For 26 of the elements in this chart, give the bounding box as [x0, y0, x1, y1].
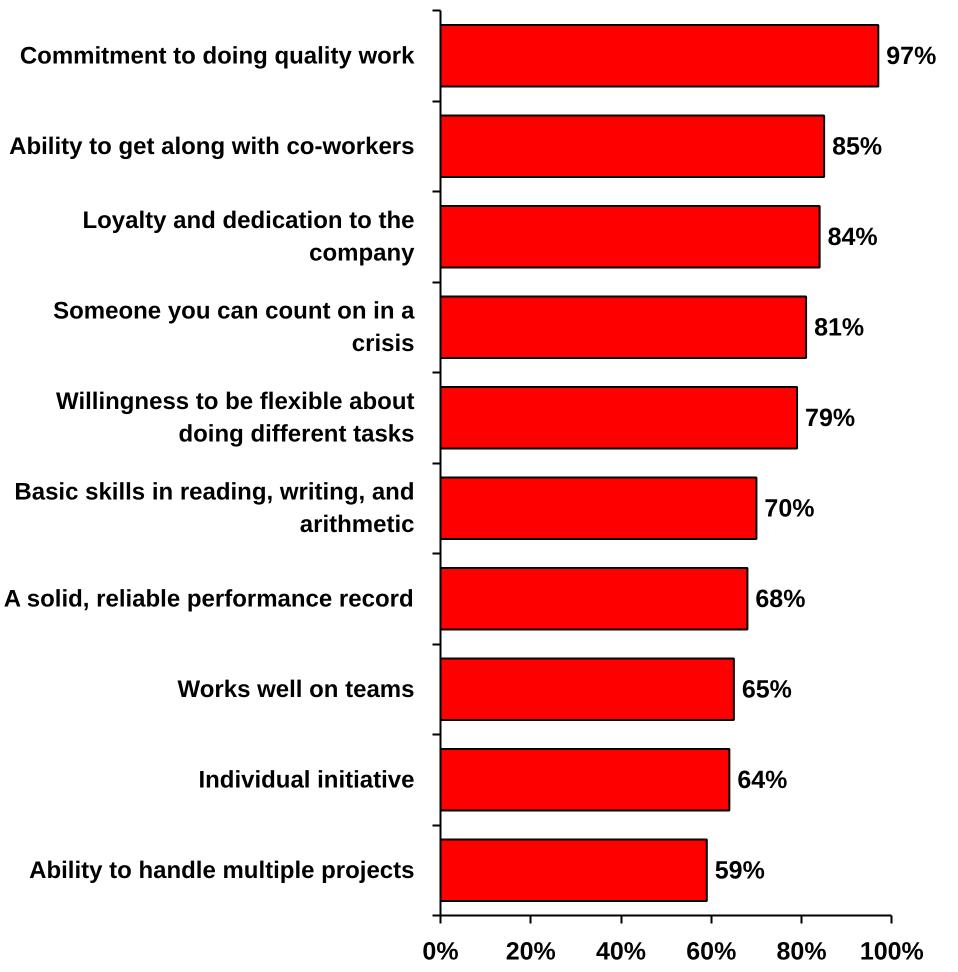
y-tick-label: Ability to handle multiple projects — [29, 856, 415, 884]
y-tick-label: A solid, reliable performance record — [4, 585, 414, 612]
data-label: 85% — [832, 132, 882, 160]
x-tick-label: 0% — [422, 938, 459, 966]
data-label: 64% — [737, 766, 788, 794]
y-tick-label: Basic skills in reading, writing, and arithmetic — [14, 478, 415, 538]
data-label: 97% — [886, 42, 936, 70]
x-tick-label: 40% — [596, 938, 646, 966]
data-label: 68% — [755, 584, 806, 613]
data-label: 79% — [805, 404, 856, 432]
x-tick-label: 20% — [506, 938, 556, 966]
data-label: 70% — [764, 494, 814, 522]
y-tick-label: Loyalty and dedication to the company — [82, 207, 416, 266]
data-label: 84% — [828, 222, 878, 251]
y-tick-label: Ability to get along with co-workers — [9, 132, 415, 160]
data-label: 81% — [814, 313, 864, 342]
data-label: 59% — [714, 856, 765, 884]
y-tick-label: Works well on teams — [178, 676, 415, 703]
x-tick-label: 60% — [686, 938, 736, 966]
y-tick-label: Someone you can count on in a crisis — [53, 298, 416, 357]
data-label: 65% — [742, 675, 792, 704]
y-tick-label: Commitment to doing quality work — [20, 42, 416, 70]
x-tick-label: 80% — [776, 938, 827, 966]
x-tick-label: 100% — [860, 938, 924, 966]
y-tick-label: Willingness to be flexible about doing different tasks — [56, 388, 415, 448]
y-tick-label: Individual initiative — [198, 766, 415, 794]
